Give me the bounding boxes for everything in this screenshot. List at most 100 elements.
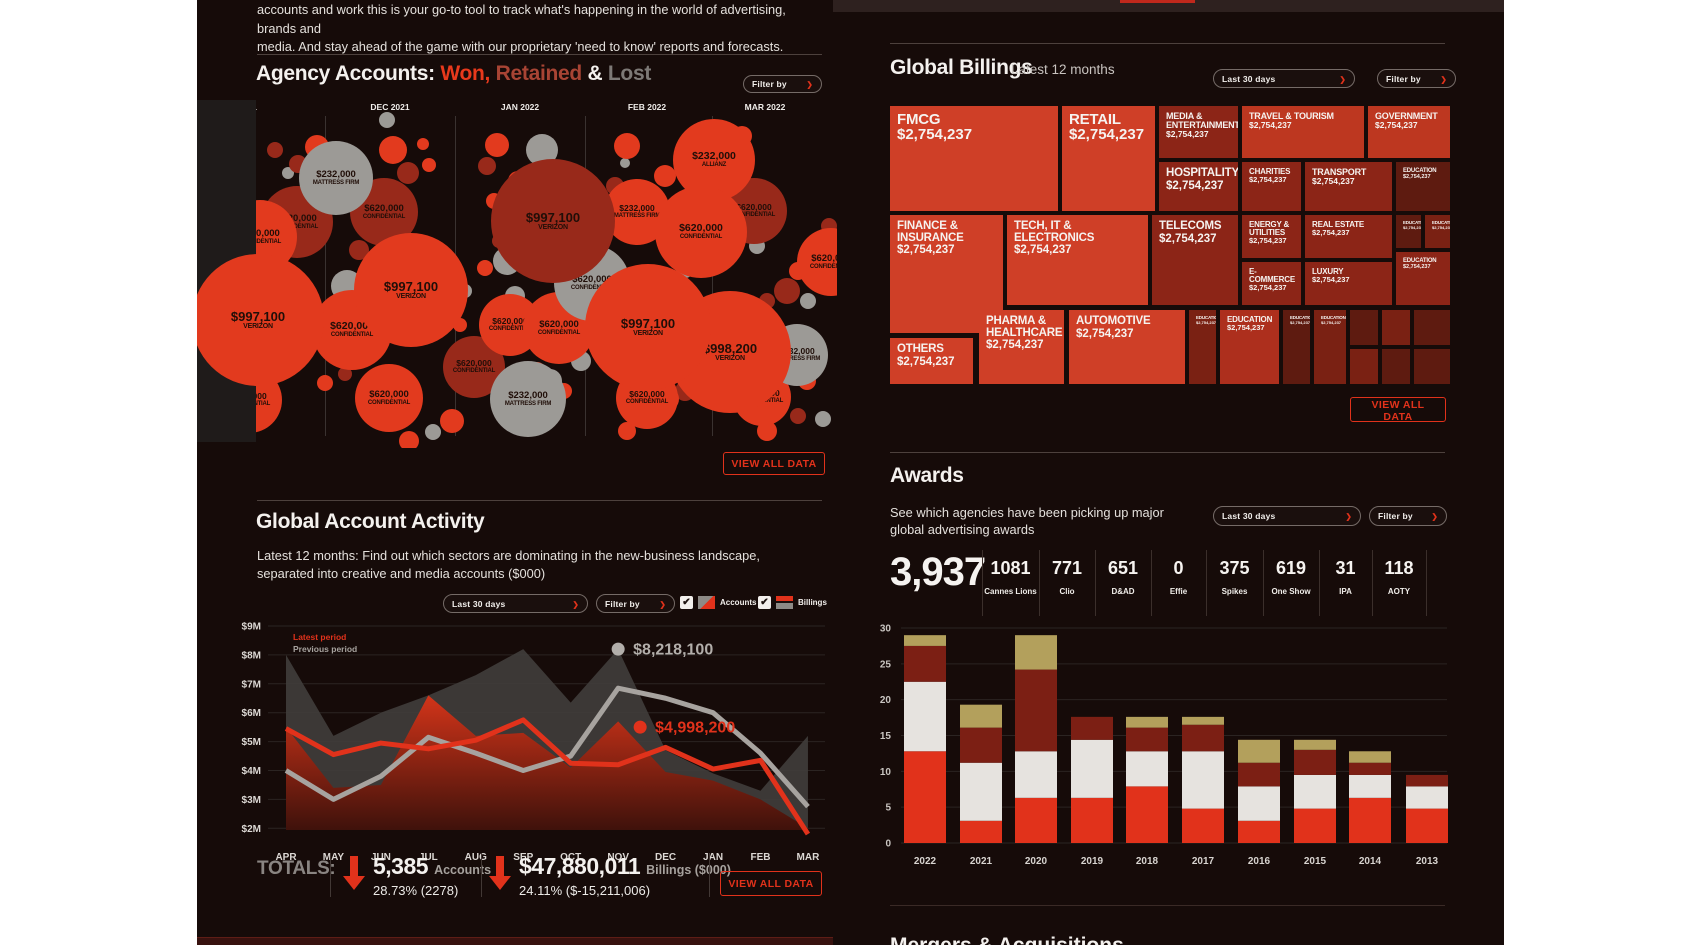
cell-value: $2,754,237 (1166, 179, 1224, 192)
global-billings-subtitle: Latest 12 months (1011, 62, 1115, 77)
account-bubble[interactable] (478, 157, 496, 175)
treemap-cell-blank[interactable] (1414, 310, 1450, 345)
treemap-cell-hospitality[interactable]: HOSPITALITY $2,754,237 (1159, 162, 1238, 211)
treemap-cell-energy-utilities[interactable]: ENERGY & UTILITIES $2,754,237 (1242, 215, 1301, 258)
cell-sector-name: REAL ESTATE (1312, 220, 1365, 229)
treemap-cell-media-entertainment[interactable]: MEDIA & ENTERTAINMENT $2,754,237 (1159, 106, 1238, 158)
cell-value: $2,754,237 (897, 355, 955, 368)
treemap-cell-education[interactable]: EDUCATION$2,754,237 (1425, 215, 1450, 248)
account-bubble[interactable] (425, 424, 441, 440)
billings-filter-by-button[interactable]: Filter by (1377, 69, 1456, 88)
cell-value: $2,754,237 (1432, 224, 1450, 230)
treemap-cell-government[interactable]: GOVERNMENT $2,754,237 (1368, 106, 1450, 158)
filter-by-label: Filter by (1386, 73, 1421, 84)
treemap-cell-blank[interactable] (1382, 349, 1410, 384)
account-bubble[interactable] (485, 133, 509, 157)
activity-view-all-data-button[interactable]: VIEW ALL DATA (720, 871, 822, 896)
treemap-cell-blank[interactable] (1382, 310, 1410, 345)
account-bubble[interactable] (440, 409, 464, 433)
accounts-checkbox[interactable]: ✔ (680, 596, 693, 609)
account-bubble[interactable] (397, 162, 419, 184)
treemap-cell-pharma-healthcare[interactable]: PHARMA & HEALTHCARE $2,754,237 (979, 310, 1064, 384)
account-bubble[interactable] (422, 158, 436, 172)
treemap-cell-luxury[interactable]: LUXURY $2,754,237 (1305, 262, 1392, 305)
treemap-cell-blank[interactable] (1350, 349, 1378, 384)
treemap-cell-finance-insurance[interactable]: FINANCE & INSURANCE $2,754,237 (890, 215, 1003, 333)
account-bubble[interactable] (614, 133, 640, 159)
account-bubble[interactable] (815, 411, 831, 427)
treemap-cell-education[interactable]: EDUCATION$2,754,237 (1314, 310, 1346, 384)
treemap-cell-telecoms[interactable]: TELECOMS $2,754,237 (1152, 215, 1238, 305)
account-bubble[interactable]: $997,100 VERIZON (585, 264, 711, 390)
cell-value: $2,754,237 (986, 339, 1044, 352)
treemap-cell-charities[interactable]: CHARITIES $2,754,237 (1242, 162, 1301, 211)
treemap-cell-education[interactable]: EDUCATION$2,754,237 (1396, 162, 1450, 211)
treemap-cell-real-estate[interactable]: REAL ESTATE $2,754,237 (1305, 215, 1392, 258)
bubble-client: CONFIDENTIAL (367, 399, 411, 406)
cell-value: $2,754,237 (1375, 120, 1418, 131)
treemap-cell-e-commerce[interactable]: E-COMMERCE $2,754,237 (1242, 262, 1301, 305)
agency-filter-by-button[interactable]: Filter by (743, 75, 822, 93)
award-stat-ipa: 31 IPA (1319, 558, 1372, 596)
treemap-cell-blank[interactable] (1350, 310, 1378, 345)
account-bubble[interactable] (790, 408, 806, 424)
account-bubble[interactable]: $997,100 VERIZON (197, 254, 324, 386)
account-activity-subtitle: Latest 12 months: Find out which sectors… (257, 548, 760, 581)
award-stat-effie: 0 Effie (1151, 558, 1206, 596)
treemap-cell-retail[interactable]: RETAIL $2,754,237 (1062, 106, 1155, 211)
treemap-cell-tech-it-electronics[interactable]: TECH, IT & ELECTRONICS $2,754,237 (1007, 215, 1148, 305)
account-bubble[interactable] (757, 421, 777, 441)
treemap-cell-automotive[interactable]: AUTOMOTIVE $2,754,237 (1069, 310, 1185, 384)
cell-value: $2,754,237 (1249, 283, 1287, 293)
bubble-value: $620,000 (572, 273, 612, 285)
stat-divider (1151, 550, 1152, 616)
bubble-client: ALLIANZ (701, 162, 727, 169)
account-bubble[interactable]: $997,100 VERIZON (491, 159, 615, 283)
account-bubble[interactable] (349, 240, 369, 260)
agency-view-all-data-button[interactable]: VIEW ALL DATA (723, 452, 825, 475)
account-bubble[interactable] (338, 367, 352, 381)
account-bubble[interactable] (774, 278, 800, 304)
treemap-cell-education[interactable]: EDUCATION$2,754,237 (1396, 252, 1450, 305)
bubble-value: $620,000 (539, 318, 579, 330)
activity-last-30-days-button[interactable]: Last 30 days (443, 594, 588, 613)
treemap-cell-fmcg[interactable]: FMCG $2,754,237 (890, 106, 1058, 211)
activity-filter-by-button[interactable]: Filter by (596, 594, 675, 613)
awards-last-30-days-button[interactable]: Last 30 days (1213, 506, 1361, 526)
account-bubble[interactable]: $997,100 VERIZON (354, 233, 468, 347)
treemap-cell-others[interactable]: OTHERS $2,754,237 (890, 338, 973, 384)
account-bubble[interactable] (379, 136, 407, 164)
billings-view-all-data-button[interactable]: VIEW ALL DATA (1350, 397, 1446, 423)
account-bubble[interactable]: $232,000 MATTRESS FIRM (490, 361, 566, 437)
account-bubble[interactable] (654, 165, 676, 187)
agency-accounts-title: Agency Accounts: Won, Retained & Lost (256, 62, 651, 86)
account-bubble[interactable] (620, 158, 630, 168)
account-bubble[interactable] (417, 138, 429, 150)
account-bubble[interactable] (477, 260, 493, 276)
account-bubble[interactable] (379, 112, 395, 128)
account-bubble[interactable] (399, 431, 419, 448)
award-stat-one-show: 619 One Show (1263, 558, 1319, 596)
treemap-cell-education[interactable]: EDUCATION$2,754,237 (1396, 215, 1421, 248)
svg-text:$4,998,200: $4,998,200 (655, 720, 735, 737)
account-bubble[interactable] (317, 375, 333, 391)
billings-last-30-days-button[interactable]: Last 30 days (1213, 69, 1355, 88)
account-bubble[interactable] (267, 142, 283, 158)
treemap-cell-transport[interactable]: TRANSPORT $2,754,237 (1305, 162, 1392, 211)
billings-checkbox[interactable]: ✔ (758, 596, 771, 609)
cell-value: $2,754,237 (1014, 244, 1072, 257)
treemap-cell-travel-tourism[interactable]: TRAVEL & TOURISM $2,754,237 (1242, 106, 1364, 158)
treemap-cell-education[interactable]: EDUCATION$2,754,237 (1283, 310, 1310, 384)
treemap-cell-education[interactable]: EDUCATION$2,754,237 (1220, 310, 1279, 384)
account-bubble[interactable] (800, 293, 816, 309)
awards-filter-by-button[interactable]: Filter by (1369, 506, 1447, 526)
top-band (833, 0, 1504, 12)
bubble-client: MATTRESS FIRM (613, 213, 661, 220)
treemap-cell-blank[interactable] (1414, 349, 1450, 384)
account-bubble[interactable]: $232,000 MATTRESS FIRM (299, 141, 373, 215)
account-bubble[interactable] (618, 422, 636, 440)
treemap-cell-education[interactable]: EDUCATION$2,754,237 (1189, 310, 1216, 384)
